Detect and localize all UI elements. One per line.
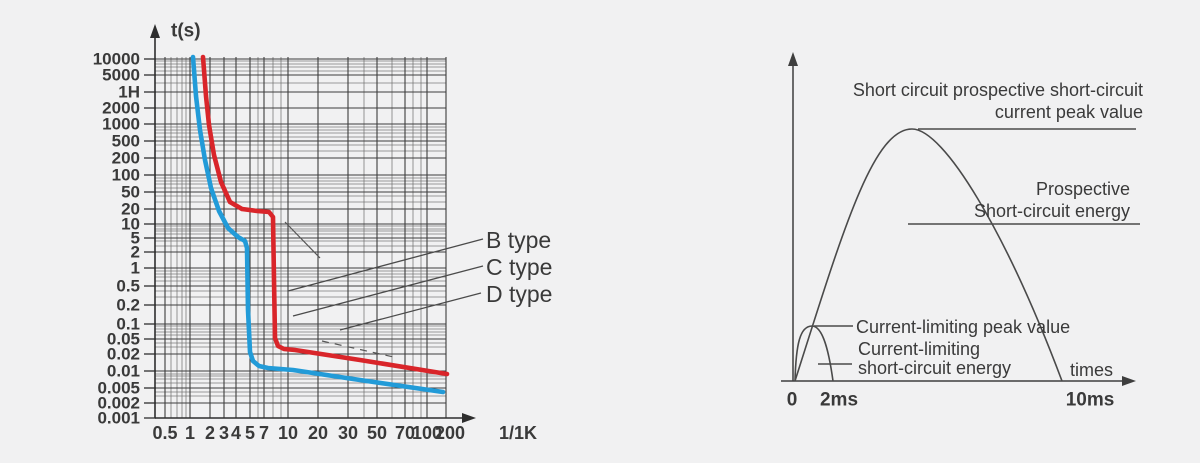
y-tick-label: 0.02: [107, 345, 140, 364]
prospective-energy-label-line1: Prospective: [1036, 179, 1130, 199]
x-tick-label: 200: [435, 423, 465, 443]
c-type-label: C type: [486, 254, 552, 280]
axis-arrow-icon: [788, 52, 798, 66]
current-limited-wave: [794, 325, 834, 382]
c-type-curve: [200, 54, 450, 377]
y-axis-title: t(s): [171, 21, 201, 42]
y-tick-label: 0.01: [107, 362, 140, 381]
axis-arrow-icon: [462, 413, 476, 423]
y-tick-label: 5000: [102, 66, 140, 85]
limiting-peak-label: Current-limiting peak value: [856, 317, 1070, 337]
y-tick-label: 2: [131, 243, 140, 262]
y-tick-label: 0.005: [97, 379, 140, 398]
b-type-label: B type: [486, 227, 551, 253]
x-tick-2ms: 2ms: [820, 390, 858, 411]
x-tick-label: 1: [185, 423, 195, 443]
y-tick-label: 100: [112, 166, 140, 185]
y-tick-label: 50: [121, 183, 140, 202]
d-type-dashed-segment: [284, 221, 321, 259]
label-leader-line: [339, 292, 482, 331]
y-tick-label: 0.2: [116, 296, 140, 315]
x-tick-label: 2: [205, 423, 215, 443]
y-tick-label: 20: [121, 200, 140, 219]
x-tick-label: 4: [231, 423, 241, 443]
x-tick-label: 10: [278, 423, 298, 443]
y-tick-label: 500: [112, 132, 140, 151]
y-tick-label: 1: [131, 259, 140, 278]
y-tick-label: 5: [131, 229, 140, 248]
x-tick-label: 7: [259, 423, 269, 443]
y-tick-label: 0.05: [107, 330, 140, 349]
limiting-energy-label-line2: short-circuit energy: [858, 358, 1011, 378]
x-tick-10ms: 10ms: [1066, 390, 1115, 411]
y-tick-label: 0.002: [97, 394, 140, 413]
y-tick-label: 0.1: [116, 315, 140, 334]
limiting-energy-label-line1: Current-limiting: [858, 339, 980, 359]
y-tick-label: 1000: [102, 115, 140, 134]
prospective-peak-label-line2: current peak value: [995, 102, 1143, 122]
x-tick-label: 70: [395, 423, 415, 443]
axis-arrow-icon: [1122, 376, 1136, 386]
x-tick-0: 0: [787, 390, 798, 411]
y-tick-label: 10: [121, 215, 140, 234]
axis-arrow-icon: [150, 24, 160, 38]
label-leader-line: [292, 265, 484, 317]
x-tick-label: 0.5: [152, 423, 177, 443]
x-tick-label: 50: [367, 423, 387, 443]
y-tick-label: 0.5: [116, 277, 140, 296]
y-tick-label: 200: [112, 149, 140, 168]
y-tick-label: 0.001: [97, 409, 140, 428]
d-type-label: D type: [486, 281, 552, 307]
x-tick-label: 30: [338, 423, 358, 443]
x-tick-label: 100: [412, 423, 442, 443]
prospective-peak-label-line1: Short circuit prospective short-circuit: [853, 80, 1143, 100]
y-tick-label: 10000: [93, 50, 140, 69]
times-label: times: [1070, 360, 1113, 380]
prospective-energy-label-line2: Short-circuit energy: [974, 201, 1130, 221]
b-type-curve: [190, 54, 446, 395]
current-limiting-diagram: Short circuit prospective short-circuitc…: [781, 52, 1143, 411]
y-tick-label: 2000: [102, 99, 140, 118]
y-tick-label: 1H: [118, 83, 140, 102]
x-axis-unit-label: 1/1K: [499, 423, 537, 443]
x-tick-label: 5: [245, 423, 255, 443]
x-tick-label: 20: [308, 423, 328, 443]
label-leader-line: [287, 238, 484, 292]
x-tick-label: 3: [219, 423, 229, 443]
prospective-short-circuit-wave: [794, 128, 1063, 382]
trip-curve-chart: 0.5 1 2 3 4 5 7 10 20 30 50 701002001000050001H2000…: [93, 21, 553, 444]
